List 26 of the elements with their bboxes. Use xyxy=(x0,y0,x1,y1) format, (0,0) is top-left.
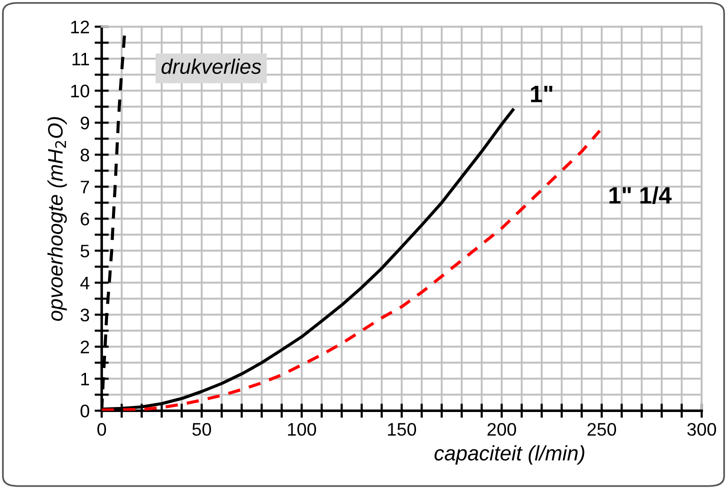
x-tick-label: 100 xyxy=(288,422,316,436)
x-tick-label: 50 xyxy=(192,422,212,436)
series-label: 1" xyxy=(531,86,552,102)
y-tick-label: 5 xyxy=(80,244,90,258)
y-tick-label: 9 xyxy=(80,116,90,130)
x-axis-title: capaciteit (l/min) xyxy=(434,445,584,465)
y-tick-label: 7 xyxy=(80,180,89,194)
y-tick-label: 8 xyxy=(80,148,90,162)
x-tick-label: 250 xyxy=(588,422,616,436)
y-tick-label: 0 xyxy=(80,404,90,418)
y-tick-label: 12 xyxy=(71,20,89,34)
y-tick-label: 2 xyxy=(80,340,89,354)
x-tick-label: 200 xyxy=(488,422,516,436)
x-tick-label: 0 xyxy=(97,422,106,436)
y-axis-title: opvoerhoogte (mH$_{2}$O) xyxy=(47,117,67,321)
x-tick-label: 300 xyxy=(687,422,716,436)
series-label: 1" 1/4 xyxy=(610,186,672,204)
y-tick-label: 1 xyxy=(81,372,90,386)
y-tick-label: 4 xyxy=(80,276,90,290)
y-tick-label: 11 xyxy=(72,52,90,66)
y-tick-label: 10 xyxy=(71,84,90,98)
y-tick-label: 6 xyxy=(80,212,90,226)
line-series xyxy=(102,129,602,411)
series-label: drukverlies xyxy=(162,58,262,74)
y-tick-label: 3 xyxy=(80,308,90,322)
x-tick-label: 150 xyxy=(388,422,416,436)
